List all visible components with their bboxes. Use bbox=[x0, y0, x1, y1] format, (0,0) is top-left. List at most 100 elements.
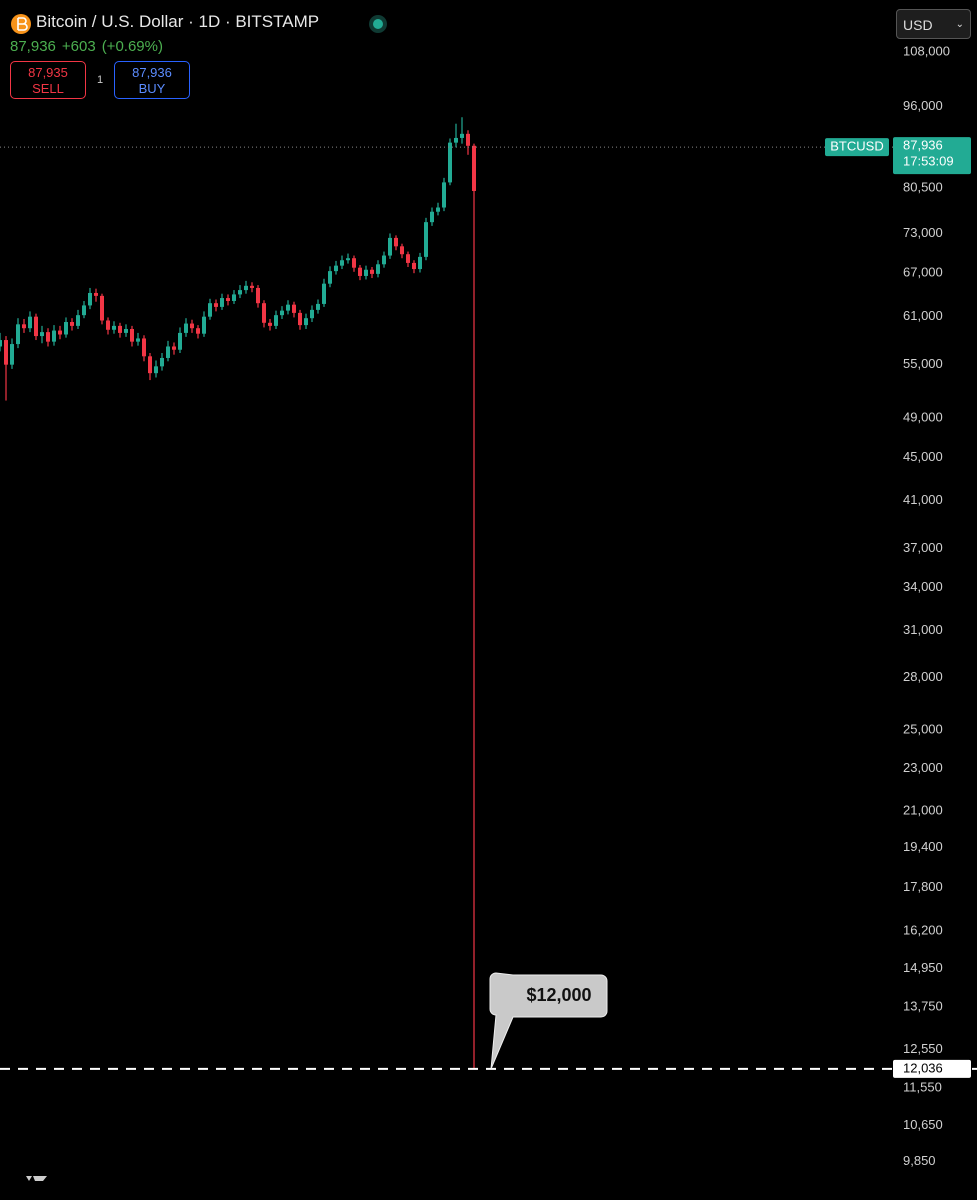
candle-body bbox=[148, 356, 152, 374]
candle-body bbox=[46, 332, 50, 342]
candle-body bbox=[118, 325, 122, 333]
candle-body bbox=[292, 304, 296, 313]
candle-body bbox=[256, 287, 260, 304]
candle-body bbox=[22, 324, 26, 329]
target-tag bbox=[893, 1059, 971, 1078]
candle-body bbox=[358, 267, 362, 276]
y-tick-label: 37,000 bbox=[903, 540, 943, 555]
candle-body bbox=[304, 318, 308, 326]
y-tick-label: 17,800 bbox=[903, 879, 943, 894]
buy-button[interactable]: 87,936 BUY bbox=[114, 61, 190, 99]
candle-body bbox=[196, 328, 200, 334]
candle-body bbox=[352, 258, 356, 268]
y-tick-label: 10,650 bbox=[903, 1117, 943, 1132]
candle-body bbox=[136, 338, 140, 342]
candle-body bbox=[166, 346, 170, 358]
quantity: 1 bbox=[96, 74, 104, 86]
candle-body bbox=[334, 265, 338, 272]
candle-body bbox=[106, 320, 110, 330]
y-tick-label: 61,000 bbox=[903, 308, 943, 323]
candle-body bbox=[424, 222, 428, 257]
y-tick-label: 73,000 bbox=[903, 225, 943, 240]
candle-body bbox=[274, 315, 278, 326]
candle-body bbox=[232, 294, 236, 301]
candle-body bbox=[214, 303, 218, 307]
candle-body bbox=[34, 316, 38, 337]
change-pct: (+0.69%) bbox=[101, 38, 163, 55]
status-dot bbox=[373, 19, 383, 29]
symbol-title: Bitcoin / U.S. Dollar · 1D · BITSTAMP bbox=[36, 12, 320, 31]
annotation-text: $12,000 bbox=[526, 985, 591, 1005]
chevron: ⌄ bbox=[955, 19, 964, 30]
candle-body bbox=[430, 211, 434, 223]
annotation-bubble bbox=[489, 972, 608, 1070]
candle-body bbox=[376, 264, 380, 274]
currency: USD bbox=[903, 17, 933, 33]
buy-label: BUY bbox=[138, 81, 166, 96]
y-tick-label: 25,000 bbox=[903, 722, 943, 737]
symbol-tag bbox=[825, 138, 889, 157]
sell-button[interactable]: 87,935 SELL bbox=[10, 61, 86, 99]
candle-body bbox=[436, 207, 440, 212]
candle-body bbox=[100, 295, 104, 321]
symbol-label: BTCUSD bbox=[830, 139, 883, 154]
currency-select[interactable]: USD ⌄ bbox=[896, 9, 971, 39]
candle-body bbox=[142, 338, 146, 357]
candle-body bbox=[280, 310, 284, 316]
sell-label: SELL bbox=[32, 81, 64, 96]
y-tick-label: 12,550 bbox=[903, 1041, 943, 1056]
candle-body bbox=[400, 246, 404, 255]
candle-body bbox=[202, 316, 206, 334]
candle-body bbox=[220, 298, 224, 307]
candle-body bbox=[250, 285, 254, 288]
candle-body bbox=[328, 271, 332, 284]
bitcoin-glyph bbox=[17, 17, 28, 31]
price-tag-label: 87,936 bbox=[903, 138, 943, 153]
candle-body bbox=[454, 137, 458, 143]
candle-body bbox=[130, 328, 134, 342]
plot: 108,000 96,000 80,500 73,000 67,000 61,000 55,… bbox=[0, 43, 977, 1168]
candle-body bbox=[286, 304, 290, 311]
candle-body bbox=[268, 322, 272, 326]
y-tick-label: 23,000 bbox=[903, 760, 943, 775]
y-tick-label: 13,750 bbox=[903, 999, 943, 1014]
candle-body bbox=[52, 330, 56, 342]
change: +603 bbox=[61, 38, 96, 55]
candle-body bbox=[298, 312, 302, 326]
candle-body bbox=[112, 325, 116, 330]
candle-body bbox=[76, 315, 80, 326]
y-tick-label: 96,000 bbox=[903, 98, 943, 113]
candle-body bbox=[382, 255, 386, 265]
y-tick-label: 28,000 bbox=[903, 669, 943, 684]
candle-body bbox=[208, 303, 212, 317]
candle-body bbox=[154, 366, 158, 374]
candle-body bbox=[88, 292, 92, 306]
candle-body bbox=[4, 340, 8, 365]
candle-body bbox=[412, 262, 416, 270]
y-tick-label: 16,200 bbox=[903, 923, 943, 938]
candle-body bbox=[322, 283, 326, 304]
candle-body bbox=[340, 260, 344, 266]
candle-body bbox=[394, 237, 398, 247]
candle-body bbox=[82, 305, 86, 316]
candle-body bbox=[448, 142, 452, 183]
y-tick-label: 41,000 bbox=[903, 492, 943, 507]
candle-body bbox=[124, 328, 128, 333]
candle-body bbox=[160, 357, 164, 367]
tv-logo bbox=[26, 1176, 47, 1181]
candle-body bbox=[172, 346, 176, 350]
header: Bitcoin / U.S. Dollar · 1D · BITSTAMP 87… bbox=[10, 12, 319, 99]
price-tag bbox=[893, 137, 971, 175]
y-tick-label: 11,550 bbox=[903, 1079, 942, 1094]
candle-body bbox=[388, 237, 392, 256]
candle-body bbox=[262, 303, 266, 323]
candle-body bbox=[346, 258, 350, 261]
y-tick-label: 108,000 bbox=[903, 43, 950, 58]
y-tick-label: 49,000 bbox=[903, 410, 943, 425]
y-tick-label: 55,000 bbox=[903, 356, 943, 371]
y-tick-label: 19,400 bbox=[903, 839, 943, 854]
candle-body bbox=[184, 323, 188, 333]
candle-body bbox=[58, 330, 62, 335]
